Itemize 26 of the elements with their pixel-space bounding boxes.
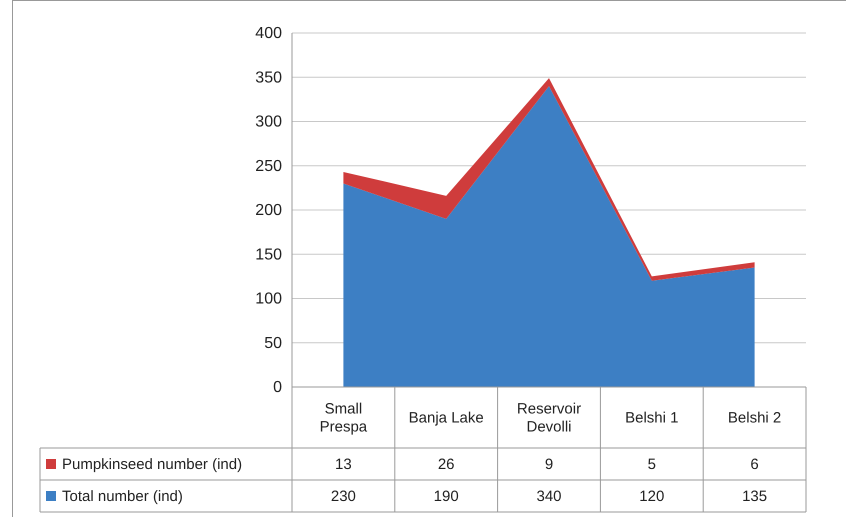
data-label: 9 xyxy=(544,456,554,473)
y-tick-label: 0 xyxy=(273,379,282,396)
x-tick-label: Belshi 1 xyxy=(625,410,678,426)
data-label: 26 xyxy=(438,456,455,473)
y-tick-label: 400 xyxy=(255,25,282,42)
legend-label: Pumpkinseed number (ind) xyxy=(62,456,242,473)
data-label: 6 xyxy=(750,456,759,473)
x-tick-label: Small Prespa xyxy=(320,400,368,436)
x-tick-label: Belshi 2 xyxy=(728,410,782,426)
y-tick-label: 250 xyxy=(255,158,282,175)
data-label: 120 xyxy=(639,488,664,505)
x-tick-label: Reservoir Devolli xyxy=(516,400,582,436)
y-tick-label: 200 xyxy=(255,202,282,220)
y-tick-label: 300 xyxy=(255,114,282,131)
data-label: 190 xyxy=(434,488,459,505)
y-tick-label: 50 xyxy=(264,334,282,352)
data-label: 135 xyxy=(742,488,768,505)
x-tick-label: Banja Lake xyxy=(408,410,484,426)
y-tick-label: 100 xyxy=(255,290,282,308)
y-tick-label: 150 xyxy=(255,246,282,264)
y-tick-label: 350 xyxy=(255,69,282,86)
data-label: 230 xyxy=(330,488,356,505)
data-label: 13 xyxy=(335,456,352,473)
data-label: 5 xyxy=(648,456,656,473)
data-label: 340 xyxy=(536,488,562,505)
legend-label: Total number (ind) xyxy=(62,488,183,505)
